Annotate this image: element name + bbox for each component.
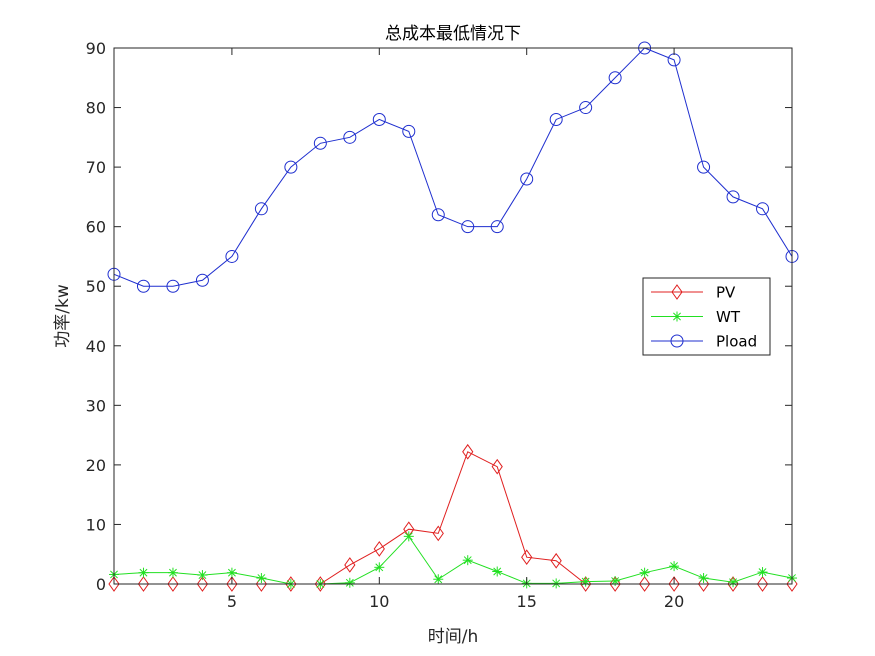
point-pload xyxy=(343,130,357,144)
y-axis-title: 功率/kw xyxy=(53,284,73,348)
point-pv xyxy=(462,443,474,460)
point-wt xyxy=(138,567,149,578)
point-pload xyxy=(520,172,534,186)
point-pv xyxy=(521,549,533,566)
plot-frame xyxy=(113,47,793,585)
legend-item-pv: PV xyxy=(651,284,736,302)
x-tick-label: 10 xyxy=(369,592,389,611)
legend: PV WT Pload xyxy=(642,277,771,356)
legend-item-pload: Pload xyxy=(651,333,757,351)
point-pload xyxy=(284,160,298,174)
point-pload xyxy=(608,71,622,85)
point-pv xyxy=(550,552,562,569)
point-pv xyxy=(285,576,297,592)
point-wt xyxy=(374,562,385,573)
point-wt xyxy=(610,576,621,587)
point-pv xyxy=(432,525,444,542)
y-tick-label: 20 xyxy=(86,456,106,475)
point-pload xyxy=(195,273,209,287)
y-tick-label: 90 xyxy=(86,39,106,58)
point-pv xyxy=(668,576,680,592)
point-pv xyxy=(756,576,769,592)
x-tick-label: 5 xyxy=(227,592,237,611)
point-pload xyxy=(756,202,770,216)
point-pv xyxy=(609,576,621,592)
legend-label-pv: PV xyxy=(716,284,736,302)
point-wt xyxy=(433,574,444,585)
point-pload xyxy=(313,136,327,150)
point-pload xyxy=(726,190,740,204)
y-tick-label: 50 xyxy=(86,277,106,296)
point-pv xyxy=(226,576,238,592)
point-pload xyxy=(549,112,563,126)
point-legend-wt xyxy=(672,311,682,322)
point-pload xyxy=(490,220,504,234)
point-pload xyxy=(372,112,386,126)
y-tick-label: 0 xyxy=(96,575,106,594)
legend-box xyxy=(642,277,771,356)
series-pload xyxy=(107,41,799,293)
legend-item-wt: WT xyxy=(651,308,741,326)
point-pload xyxy=(579,101,593,115)
point-wt xyxy=(492,566,503,577)
point-pv xyxy=(373,541,385,557)
point-pv xyxy=(108,576,120,592)
chart-title: 总成本最低情况下 xyxy=(385,24,521,44)
legend-label-wt: WT xyxy=(716,308,741,326)
y-tick-label: 10 xyxy=(86,515,106,534)
point-pload xyxy=(166,279,180,293)
point-wt xyxy=(551,578,562,589)
point-wt xyxy=(167,567,178,578)
series-wt xyxy=(109,531,797,589)
point-wt xyxy=(226,567,237,578)
point-wt xyxy=(197,570,208,581)
point-wt xyxy=(669,561,680,572)
point-wt xyxy=(344,577,355,588)
point-wt xyxy=(403,531,414,542)
x-axis-title: 时间/h xyxy=(428,627,479,647)
point-pv xyxy=(137,576,150,592)
point-pv xyxy=(167,576,179,592)
point-pv xyxy=(638,576,651,592)
y-tick-label: 40 xyxy=(86,337,106,356)
ticks-layer: 0 10 20 30 40 50 60 70 80 90 5 10 15 20 xyxy=(86,39,792,611)
point-wt xyxy=(580,576,591,587)
point-pload xyxy=(254,202,268,216)
point-pv xyxy=(314,576,326,592)
point-pv xyxy=(196,576,209,592)
point-wt xyxy=(256,573,267,584)
point-wt xyxy=(698,573,709,584)
y-tick-label: 80 xyxy=(86,99,106,118)
point-wt xyxy=(462,555,473,566)
point-pload xyxy=(461,220,475,234)
point-pload xyxy=(225,249,239,263)
point-pv xyxy=(491,458,503,475)
x-tick-label: 20 xyxy=(664,592,684,611)
point-pload xyxy=(402,124,416,138)
y-tick-label: 60 xyxy=(86,218,106,237)
point-wt xyxy=(639,567,650,578)
point-wt xyxy=(728,577,739,588)
y-tick-label: 30 xyxy=(86,396,106,415)
x-tick-label: 15 xyxy=(517,592,537,611)
y-tick-label: 70 xyxy=(86,158,106,177)
legend-label-pload: Pload xyxy=(716,333,757,351)
point-pload xyxy=(136,279,150,293)
point-pload xyxy=(697,160,711,174)
point-wt xyxy=(757,567,768,578)
point-legend-pload xyxy=(670,334,684,348)
point-pv xyxy=(344,557,356,573)
point-pload xyxy=(431,208,445,222)
point-legend-pv xyxy=(671,284,683,300)
